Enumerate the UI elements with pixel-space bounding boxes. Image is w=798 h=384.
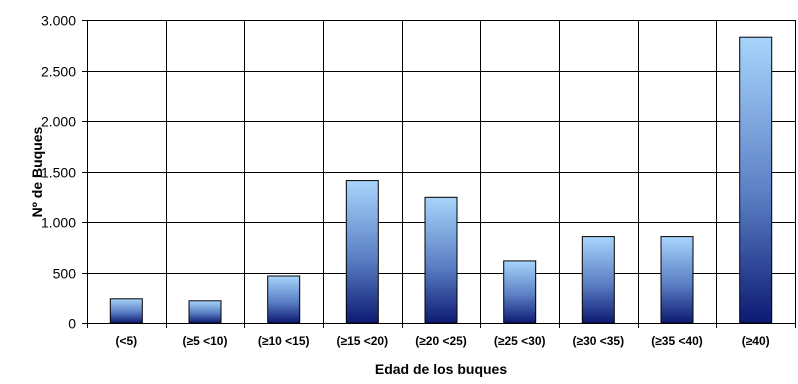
x-category-label: (<5) — [115, 334, 137, 348]
y-tick-label: 1.000 — [41, 215, 76, 231]
bar — [503, 260, 537, 324]
x-axis-title: Edad de los buques — [375, 361, 507, 377]
y-tick-label: 0 — [68, 316, 76, 332]
y-tick-label: 3.000 — [41, 13, 76, 29]
x-category-label: (≥10 <15) — [258, 334, 310, 348]
x-category-labels: (<5) (≥5 <10) (≥10 <15) (≥15 <20) (≥20 <25) (… — [115, 334, 769, 348]
bar — [188, 300, 222, 324]
bar — [660, 236, 694, 324]
bar — [424, 196, 458, 324]
y-tick-label: 2.000 — [41, 114, 76, 130]
axes — [82, 20, 796, 328]
x-category-label: (≥35 <40) — [651, 334, 703, 348]
x-category-label: (≥40) — [742, 334, 770, 348]
x-category-label: (≥30 <35) — [572, 334, 624, 348]
y-tick-label: 1.500 — [41, 165, 76, 181]
y-tick-label: 500 — [53, 266, 77, 282]
bar — [581, 236, 615, 324]
x-category-label: (≥15 <20) — [336, 334, 388, 348]
grid-lines — [87, 20, 796, 323]
x-category-label: (≥25 <30) — [494, 334, 546, 348]
y-tick-labels: 0 500 1.000 1.500 2.000 2.500 3.000 — [41, 13, 76, 332]
y-axis-title: Nº de Buques — [29, 126, 45, 217]
bar — [739, 36, 773, 324]
y-tick-label: 2.500 — [41, 64, 76, 80]
bar — [345, 180, 379, 324]
bar — [267, 275, 301, 324]
x-category-label: (≥5 <10) — [183, 334, 228, 348]
x-category-label: (≥20 <25) — [415, 334, 467, 348]
bar — [109, 298, 143, 324]
bars — [109, 36, 773, 324]
